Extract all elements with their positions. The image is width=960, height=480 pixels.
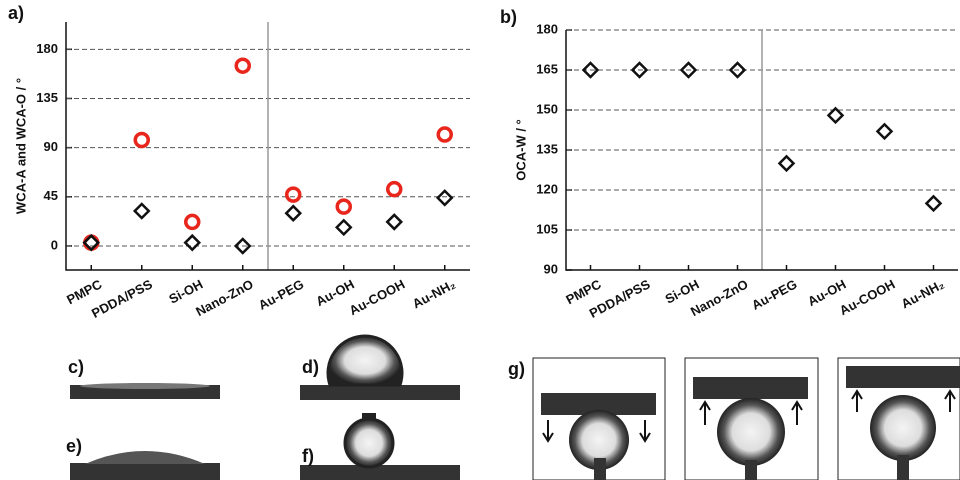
point [236, 59, 249, 72]
y-axis-title: OCA-W / ° [513, 119, 528, 181]
y-tick-label: 105 [536, 221, 558, 236]
panel-label: d) [302, 357, 319, 377]
point [438, 128, 451, 141]
x-tick-label: Au-COOH [347, 276, 408, 318]
point [185, 236, 199, 250]
point [337, 200, 350, 213]
photos [70, 336, 960, 480]
x-tick-label: Au-COOH [837, 276, 898, 318]
panel-label: g) [508, 359, 525, 379]
point [388, 183, 401, 196]
point [387, 215, 401, 229]
panel-label: f) [302, 446, 314, 466]
y-tick-label: 165 [536, 61, 558, 76]
point [186, 215, 199, 228]
x-tick-label: Nano-ZnO [193, 276, 256, 319]
point [780, 156, 794, 170]
x-tick-label: Au-NH₂ [899, 276, 947, 311]
point [438, 191, 452, 205]
x-tick-label: Au-NH₂ [410, 276, 458, 311]
y-tick-label: 150 [536, 101, 558, 116]
y-tick-label: 0 [51, 237, 58, 252]
panel-label: e) [66, 436, 82, 456]
point [135, 204, 149, 218]
point [337, 220, 351, 234]
y-tick-label: 180 [36, 41, 58, 56]
y-tick-label: 135 [36, 90, 58, 105]
x-tick-label: Au-PEG [749, 276, 799, 312]
panel-label: a) [8, 3, 24, 23]
panel-label: b) [500, 7, 517, 27]
point [927, 196, 941, 210]
y-tick-label: 45 [44, 188, 58, 203]
y-tick-label: 90 [544, 261, 558, 276]
y-tick-label: 135 [536, 141, 558, 156]
panel-label: c) [68, 357, 84, 377]
y-axis-title: WCA-A and WCA-O / ° [13, 78, 28, 214]
point [85, 236, 98, 249]
point [287, 188, 300, 201]
point [286, 206, 300, 220]
figure: c) d) e) f) g) a) WCA-A and WCA-O / ° 0 45 9… [0, 0, 960, 480]
point [135, 133, 148, 146]
y-tick-label: 90 [44, 139, 58, 154]
point [878, 124, 892, 138]
x-tick-label: Au-PEG [256, 276, 306, 312]
y-tick-label: 120 [536, 181, 558, 196]
y-tick-label: 180 [536, 21, 558, 36]
